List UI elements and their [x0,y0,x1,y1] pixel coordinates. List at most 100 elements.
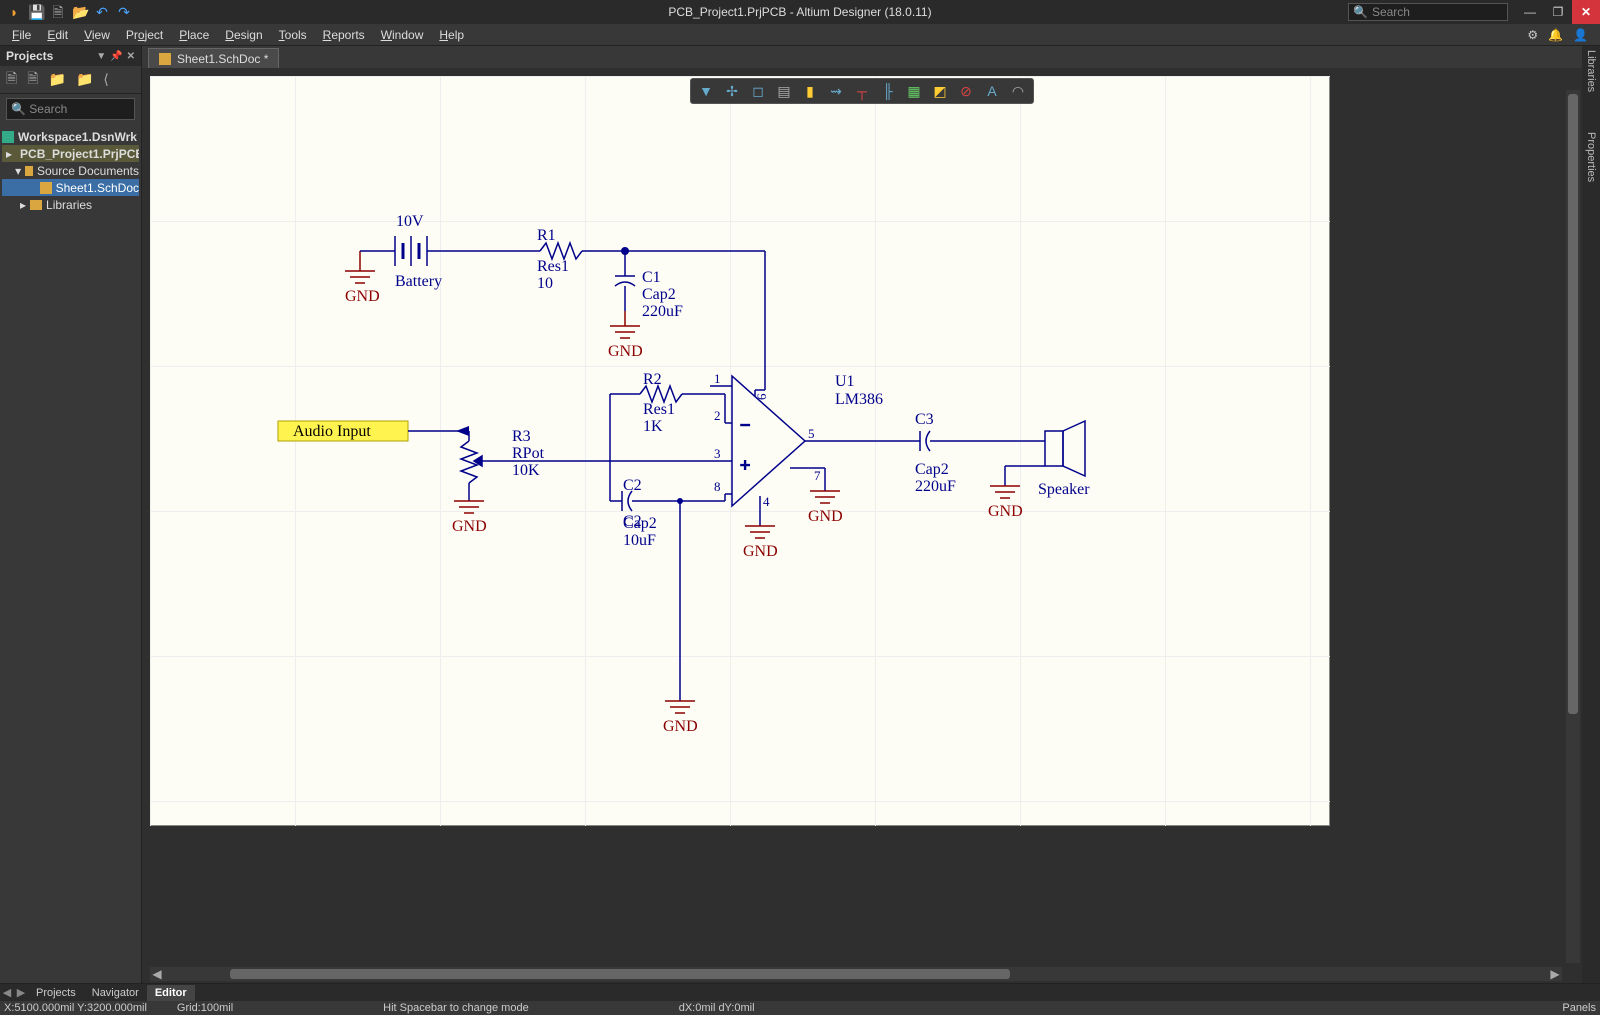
tree-project[interactable]: ▸ PCB_Project1.PrjPCB [2,145,139,162]
right-tab-libraries[interactable]: Libraries [1585,50,1597,92]
c3-designator: C3 [915,411,934,428]
menu-tools[interactable]: Tools [271,26,315,44]
r2-comment: Res1 [643,401,675,418]
global-search[interactable]: 🔍 Search [1348,3,1508,21]
btab-editor[interactable]: Editor [147,985,195,1001]
tb-folder-icon[interactable]: 📁 [49,71,66,88]
tb-arc-icon[interactable]: ◠ [1007,81,1029,101]
status-coords: X:5100.000mil Y:3200.000mil [4,1002,177,1014]
menu-edit[interactable]: Edit [39,26,76,44]
tb-more-icon[interactable]: ⟨ [103,71,108,88]
tb-compile-icon[interactable]: 📁 [76,71,93,88]
c1[interactable] [615,276,635,311]
menu-place[interactable]: Place [171,26,217,44]
tab-prev-icon[interactable]: ◀ [0,986,14,999]
close-button[interactable]: ✕ [1572,0,1600,24]
document-tabs: Sheet1.SchDoc * [142,46,1582,68]
gnd-label: GND [608,343,643,360]
panel-pin-icon[interactable]: 📌 [110,51,122,62]
speaker[interactable] [1045,421,1085,476]
menu-project[interactable]: Project [118,26,171,44]
tb-power-icon[interactable]: ┬ [851,81,873,101]
bell-icon[interactable]: 🔔 [1548,28,1563,42]
battery[interactable] [360,236,540,266]
schematic-canvas-wrap: ▼ ✢ ◻ ▤ ▮ ⇝ ┬ ╟ ▦ ◩ ⊘ A ◠ [142,68,1582,983]
menu-reports[interactable]: Reports [315,26,373,44]
gnd-battery [345,251,375,283]
search-icon: 🔍 [11,102,26,116]
redo-icon[interactable]: ↷ [116,4,132,20]
tab-sheet1[interactable]: Sheet1.SchDoc * [148,48,279,68]
menu-help[interactable]: Help [431,26,472,44]
horizontal-scrollbar[interactable]: ◀ ▶ [150,967,1562,981]
u1-value: LM386 [835,391,883,408]
tb-bus-icon[interactable]: ╟ [877,81,899,101]
tree-libraries[interactable]: ▸ Libraries [2,196,139,213]
u1-pin1: 1 [714,371,721,386]
workspace-icon [2,131,14,143]
menu-window[interactable]: Window [373,26,432,44]
projects-search[interactable]: 🔍 Search [6,98,135,120]
tb-noerc-icon[interactable]: ⊘ [955,81,977,101]
u1-pin5: 5 [808,426,815,441]
net-arrow-icon [456,426,469,436]
gnd-label: GND [808,508,843,525]
tb-wire-icon[interactable]: ⇝ [825,81,847,101]
save-all-icon[interactable]: 🗎 [50,4,66,20]
tb-move-icon[interactable]: ✢ [721,81,743,101]
scroll-right-icon[interactable]: ▶ [1548,967,1562,981]
r2[interactable] [640,386,682,402]
u1-pin4: 4 [763,494,770,509]
status-grid: Grid:100mil [177,1002,263,1014]
tb-new-icon[interactable]: 🗎 [6,68,17,92]
undo-icon[interactable]: ↶ [94,4,110,20]
schematic-svg: GND 10V Battery [150,76,1330,826]
status-panels-button[interactable]: Panels [1562,1002,1596,1014]
r1[interactable] [540,243,582,259]
maximize-button[interactable]: ❐ [1544,0,1572,24]
menu-view[interactable]: View [76,26,118,44]
tb-add-icon[interactable]: 🗎 [27,68,38,92]
tb-align-icon[interactable]: ▤ [773,81,795,101]
menu-design[interactable]: Design [217,26,270,44]
right-tab-properties[interactable]: Properties [1585,132,1597,182]
r1-value: 10 [537,275,553,292]
tab-next-icon[interactable]: ▶ [14,986,28,999]
tree-source-docs[interactable]: ▾ Source Documents [2,162,139,179]
net-label-text: Audio Input [293,423,371,440]
c3[interactable] [920,431,930,451]
tree-sheet[interactable]: Sheet1.SchDoc [2,179,139,196]
r1-comment: Res1 [537,258,569,275]
gear-icon[interactable]: ⚙ [1527,28,1538,42]
status-delta: dX:0mil dY:0mil [559,1002,785,1014]
minimize-button[interactable]: — [1516,0,1544,24]
btab-projects[interactable]: Projects [28,985,84,1001]
tb-part-icon[interactable]: ▮ [799,81,821,101]
sheet-icon [159,53,171,65]
tree-workspace[interactable]: Workspace1.DsnWrk [2,128,139,145]
scroll-left-icon[interactable]: ◀ [150,967,164,981]
tb-text-icon[interactable]: A [981,81,1003,101]
tb-filter-icon[interactable]: ▼ [695,81,717,101]
r3-value: 10K [512,462,540,479]
u1-pin6: 6 [754,393,769,400]
battery-value: 10V [396,213,424,230]
net-label-audio-input[interactable]: Audio Input [278,421,408,441]
panel-close-icon[interactable]: ✕ [127,51,135,62]
project-tree[interactable]: Workspace1.DsnWrk ▸ PCB_Project1.PrjPCB … [0,124,141,983]
schematic-sheet[interactable]: GND 10V Battery [150,76,1330,826]
tb-select-icon[interactable]: ◻ [747,81,769,101]
save-icon[interactable]: 💾 [28,4,44,20]
c2-designator: C2 [623,477,642,494]
tb-netlabel-icon[interactable]: ◩ [929,81,951,101]
vertical-scrollbar[interactable] [1566,90,1580,963]
c2[interactable] [622,491,632,511]
open-icon[interactable]: 📂 [72,4,88,20]
panel-menu-icon[interactable]: ▼ [96,51,106,62]
menu-file[interactable]: File [4,26,39,44]
user-icon[interactable]: 👤 [1573,28,1588,42]
projects-panel-title: Projects ▼ 📌 ✕ [0,46,141,66]
search-icon: 🔍 [1349,5,1372,19]
btab-navigator[interactable]: Navigator [84,985,147,1001]
tb-harness-icon[interactable]: ▦ [903,81,925,101]
